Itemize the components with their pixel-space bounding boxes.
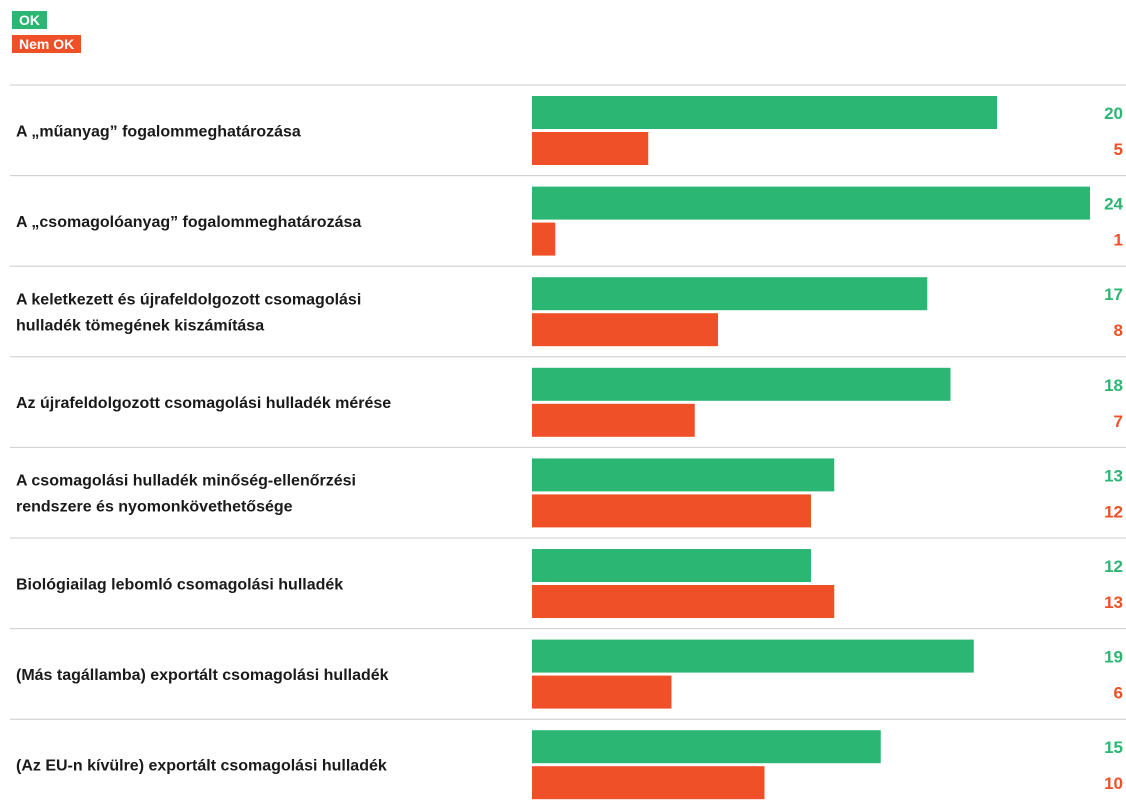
category-label-line: A „műanyag” fogalommeghatározása: [16, 123, 301, 140]
bar-ok: [532, 730, 881, 764]
legend-item-ok: OK: [12, 11, 47, 29]
category-label-line: A keletkezett és újrafeldolgozott csomag…: [16, 292, 361, 309]
category-label: Biológiailag lebomló csomagolási hulladé…: [16, 576, 343, 593]
bar-not-ok: [532, 675, 672, 709]
value-label-ok: 18: [1104, 376, 1123, 395]
bar-ok: [532, 186, 1090, 220]
value-label-ok: 13: [1104, 466, 1123, 485]
bar-not-ok: [532, 313, 718, 347]
value-label-ok: 24: [1104, 195, 1123, 214]
category-label: A keletkezett és újrafeldolgozott csomag…: [16, 292, 361, 335]
bar-ok: [532, 549, 811, 582]
category-label: (Más tagállamba) exportált csomagolási h…: [16, 667, 389, 684]
value-label-ok: 15: [1104, 738, 1123, 757]
legend-item-not-ok: Nem OK: [12, 35, 82, 53]
bar-not-ok: [532, 766, 765, 800]
bar-ok: [532, 277, 928, 311]
category-label: A „csomagolóanyag” fogalommeghatározása: [16, 214, 361, 231]
value-label-not-ok: 1: [1114, 231, 1123, 250]
category-label: (Az EU-n kívülre) exportált csomagolási …: [16, 758, 387, 775]
value-label-not-ok: 12: [1104, 502, 1123, 521]
value-label-ok: 17: [1104, 285, 1123, 304]
bar-ok: [532, 458, 835, 492]
bar-not-ok: [532, 132, 649, 165]
value-label-not-ok: 8: [1114, 321, 1123, 340]
category-label-line: rendszere és nyomonkövethetősége: [16, 499, 293, 516]
value-label-not-ok: 13: [1104, 593, 1123, 612]
category-label: A csomagolási hulladék minőség-ellenőrzé…: [16, 473, 356, 516]
bar-not-ok: [532, 585, 835, 618]
bar-ok: [532, 639, 974, 673]
bar-not-ok: [532, 222, 556, 256]
value-label-ok: 12: [1104, 557, 1123, 576]
category-label: A „műanyag” fogalommeghatározása: [16, 123, 301, 140]
value-label-not-ok: 5: [1114, 140, 1123, 159]
category-label-line: A „csomagolóanyag” fogalommeghatározása: [16, 214, 361, 231]
value-label-ok: 20: [1104, 104, 1123, 123]
category-label: Az újrafeldolgozott csomagolási hulladék…: [16, 395, 391, 412]
category-label-line: Biológiailag lebomló csomagolási hulladé…: [16, 576, 343, 593]
category-label-line: Az újrafeldolgozott csomagolási hulladék…: [16, 395, 391, 412]
value-label-ok: 19: [1104, 648, 1123, 667]
value-label-not-ok: 10: [1104, 774, 1123, 793]
legend: OK Nem OK: [12, 11, 82, 59]
category-label-line: hulladék tömegének kiszámítása: [16, 318, 264, 335]
category-label-line: (Más tagállamba) exportált csomagolási h…: [16, 667, 389, 684]
bar-not-ok: [532, 403, 695, 437]
bar-ok: [532, 96, 997, 129]
category-label-line: (Az EU-n kívülre) exportált csomagolási …: [16, 758, 387, 775]
value-label-not-ok: 7: [1114, 412, 1123, 431]
category-label-line: A csomagolási hulladék minőség-ellenőrzé…: [16, 473, 356, 490]
value-label-not-ok: 6: [1114, 684, 1123, 703]
bar-ok: [532, 367, 951, 401]
bar-not-ok: [532, 494, 811, 528]
